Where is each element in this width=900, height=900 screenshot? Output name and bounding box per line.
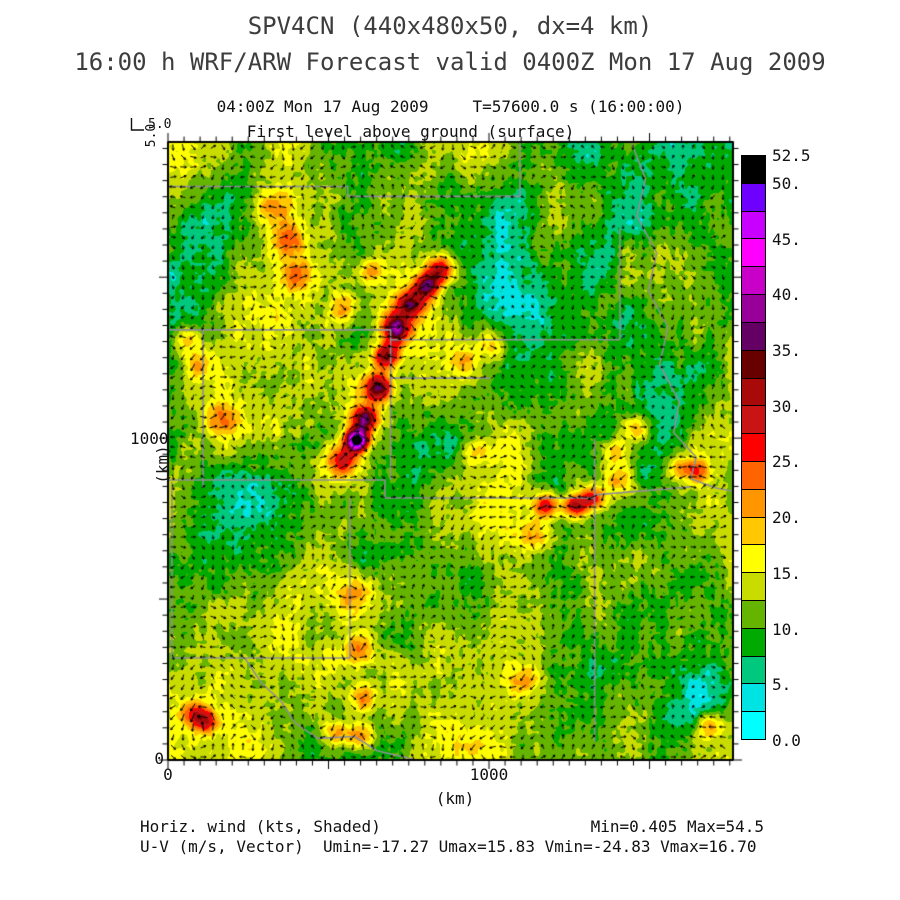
- colorbar-tick-label: 30.: [772, 396, 801, 416]
- colorbar-segment: [741, 544, 766, 574]
- colorbar-segment: [741, 460, 766, 490]
- colorbar-segment: [741, 349, 766, 379]
- y-axis-label: (km): [152, 445, 172, 484]
- colorbar-segment: [741, 711, 766, 741]
- shaded-field-caption: Horiz. wind (kts, Shaded): [140, 817, 381, 836]
- colorbar-segment: [741, 155, 766, 184]
- colorbar-segment: [741, 433, 766, 462]
- colorbar-tick-label: 10.: [772, 619, 801, 639]
- colorbar-segment: [741, 405, 766, 435]
- y-tick-0: 0: [154, 749, 164, 768]
- colorbar-tick-label: 52.5: [772, 146, 811, 165]
- vector-key-corner-icon: [130, 118, 144, 131]
- colorbar-segment: [741, 182, 766, 212]
- colorbar-tick-label: 15.: [772, 563, 801, 583]
- colorbar-segment: [741, 210, 766, 240]
- colorbar-tick-label: 5.: [772, 675, 792, 695]
- valid-time-text: 04:00Z Mon 17 Aug 2009: [216, 97, 429, 116]
- wind-map-canvas: [158, 132, 743, 770]
- colorbar-tick-label: 40.: [772, 285, 801, 305]
- colorbar-tick-label: 25.: [772, 452, 801, 472]
- plot-subtitle: 16:00 h WRF/ARW Forecast valid 0400Z Mon…: [74, 48, 826, 76]
- colorbar-segment: [741, 294, 766, 323]
- colorbar-segment: [741, 321, 766, 351]
- y-tick-1000: 1000: [130, 429, 169, 448]
- colorbar-tick-label: 20.: [772, 508, 801, 528]
- shaded-minmax: Min=0.405 Max=54.5: [590, 817, 764, 836]
- model-time-text: T=57600.0 s (16:00:00): [472, 97, 685, 116]
- colorbar-segment: [741, 572, 766, 601]
- colorbar-segment: [741, 377, 766, 407]
- colorbar-tick-label: 45.: [772, 229, 801, 249]
- colorbar-tick-label: 50.: [772, 173, 801, 193]
- vector-key-horizontal-value: 5.0: [148, 117, 172, 132]
- colorbar-segment: [741, 655, 766, 685]
- x-tick-0: 0: [163, 765, 173, 784]
- colorbar-segment: [741, 600, 766, 629]
- colorbar-segment: [741, 266, 766, 296]
- colorbar-tick-label: 0.0: [772, 731, 801, 750]
- colorbar-segment: [741, 488, 766, 518]
- plot-title: SPV4CN (440x480x50, dx=4 km): [247, 12, 653, 40]
- footer-annotations: Horiz. wind (kts, Shaded) Min=0.405 Max=…: [140, 817, 764, 856]
- valid-time-line: 04:00Z Mon 17 Aug 2009 T=57600.0 s (16:0…: [168, 97, 733, 116]
- colorbar: [741, 155, 766, 741]
- colorbar-segment: [741, 683, 766, 713]
- colorbar-segment: [741, 627, 766, 657]
- x-axis-label: (km): [435, 789, 475, 808]
- vector-field-caption: U-V (m/s, Vector) Umin=-17.27 Umax=15.83…: [140, 837, 757, 856]
- vector-key-vertical-value: 5.0: [144, 123, 160, 148]
- colorbar-tick-label: 35.: [772, 341, 801, 360]
- colorbar-segment: [741, 516, 766, 546]
- colorbar-segment: [741, 238, 766, 268]
- x-tick-1000: 1000: [469, 765, 509, 784]
